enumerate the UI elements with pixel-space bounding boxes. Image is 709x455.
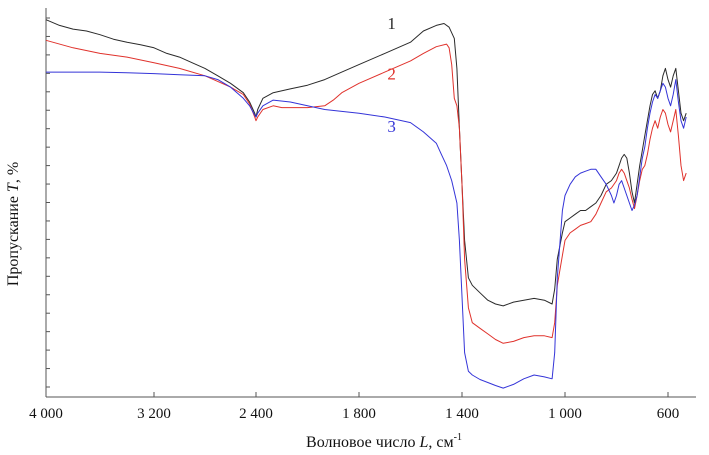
axes: 4 000 3 200 2 400 1 800 1 400 1 000 600 (29, 8, 696, 422)
x-tick-label: 2 400 (239, 406, 273, 422)
x-axis-title-sup: -1 (454, 432, 462, 443)
series-line-1 (45, 19, 687, 307)
x-tick-label: 600 (657, 406, 680, 422)
curve-label-3: 3 (387, 117, 396, 136)
x-tick-label: 3 200 (137, 406, 171, 422)
curve-labels: 1 2 3 (387, 14, 396, 136)
x-axis-title: Волновое число L, см-1 (306, 432, 462, 451)
series-line-3 (46, 71, 687, 389)
y-axis-title-unit: , % (5, 162, 22, 183)
curve-label-1: 1 (387, 14, 396, 33)
y-axis-title-var: T (5, 182, 22, 192)
y-axis-title-text: Пропускание (5, 192, 22, 286)
curve-label-2: 2 (387, 65, 396, 84)
series-line-2 (45, 39, 687, 344)
y-axis-ticks (46, 17, 50, 388)
x-tick-label: 1 000 (548, 406, 582, 422)
x-axis-title-unit: , см (428, 434, 453, 451)
x-tick-label: 1 800 (342, 406, 376, 422)
x-tick-label: 1 400 (445, 406, 479, 422)
x-axis-ticks: 4 000 3 200 2 400 1 800 1 400 1 000 600 (29, 392, 679, 422)
series-layer (45, 19, 687, 389)
y-axis-title: Пропускание T, % (5, 162, 22, 286)
x-axis-title-var: L (418, 434, 428, 451)
x-axis-title-text: Волновое число (306, 434, 419, 451)
x-tick-label: 4 000 (29, 406, 63, 422)
